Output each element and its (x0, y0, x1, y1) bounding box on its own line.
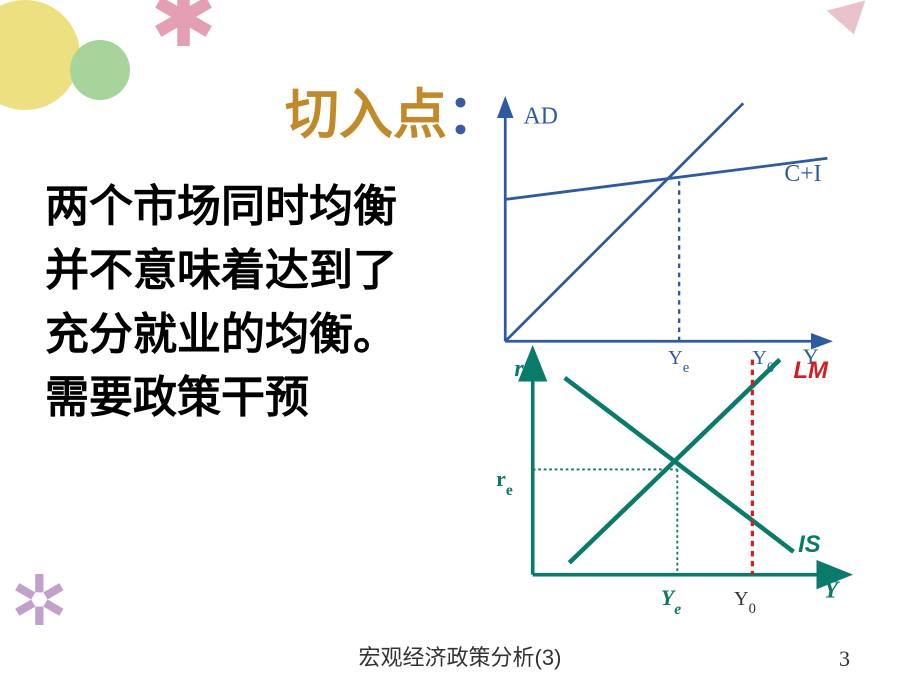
label-re: re (496, 466, 513, 498)
label-ci: C+I (784, 161, 821, 187)
label-y0-top: Y0 (752, 347, 774, 376)
body-text: 两个市场同时均衡并不意味着达到了充分就业的均衡。需要政策干预 (45, 175, 425, 430)
splash-decor: ✱ (150, 0, 230, 70)
line-c-plus-i (505, 158, 827, 199)
page-number: 3 (839, 646, 850, 672)
label-y-bot: Y (824, 578, 841, 604)
title-part1: 切入点 (285, 85, 447, 145)
label-r: r (514, 356, 524, 382)
label-ye-top: Ye (668, 347, 689, 376)
label-y0-bot: Y0 (734, 588, 756, 617)
balloon-decor-1 (0, 0, 80, 110)
bottom-chart: r re LM IS Ye Y0 Y (496, 356, 842, 617)
balloon-decor-2 (70, 40, 130, 100)
line-is (565, 378, 794, 552)
footer-text: 宏观经济政策分析(3) (0, 640, 920, 672)
label-ye-bot: Ye (661, 585, 681, 618)
swirl-decor: ✲ (10, 560, 80, 630)
triangle-decor (827, 0, 873, 39)
label-lm: LM (794, 357, 830, 384)
line-45deg (505, 103, 743, 341)
economics-diagram: AD C+I Ye Y0 Y r re LM IS Ye Y0 Y (460, 85, 880, 625)
label-is: IS (798, 531, 821, 558)
top-chart: AD C+I Ye Y0 Y (505, 101, 827, 376)
label-ad: AD (524, 103, 558, 129)
